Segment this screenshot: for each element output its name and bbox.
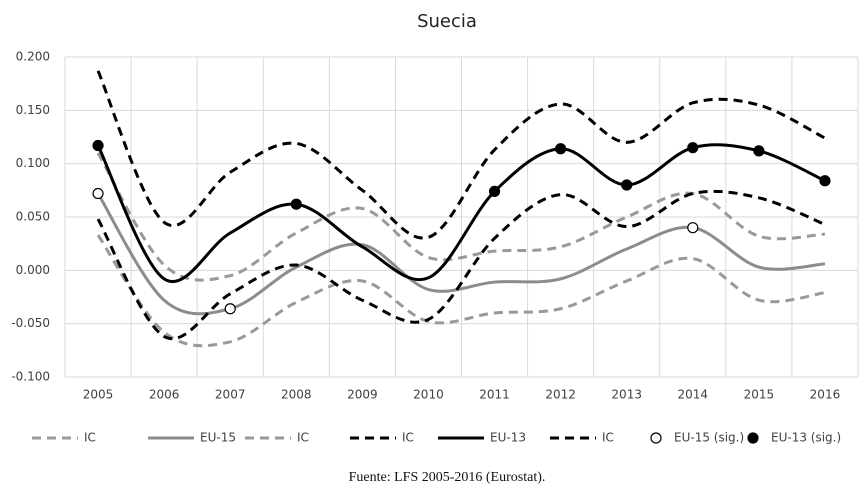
legend-label: EU-15 (sig.) bbox=[674, 431, 744, 445]
y-tick-label: 0.150 bbox=[16, 103, 50, 117]
legend-label: IC bbox=[297, 431, 309, 445]
series-line bbox=[96, 189, 826, 341]
x-tick-label: 2008 bbox=[281, 388, 312, 402]
series-line bbox=[96, 192, 826, 316]
series-line bbox=[96, 70, 826, 240]
x-tick-label: 2011 bbox=[479, 388, 510, 402]
sig-marker bbox=[621, 179, 633, 191]
y-tick-label: -0.100 bbox=[11, 370, 50, 384]
legend-label: EU-13 bbox=[490, 431, 526, 445]
sig-marker bbox=[687, 142, 699, 154]
legend-swatch bbox=[650, 432, 662, 444]
x-tick-label: 2012 bbox=[545, 388, 576, 402]
legend-label: IC bbox=[402, 431, 414, 445]
sig-marker bbox=[92, 139, 104, 152]
x-tick-label: 2016 bbox=[810, 388, 841, 402]
legend-label: IC bbox=[602, 431, 614, 445]
x-tick-label: 2007 bbox=[215, 388, 246, 402]
source-note: Fuente: LFS 2005-2016 (Eurostat). bbox=[349, 470, 546, 485]
chart-title: Suecia bbox=[417, 11, 477, 32]
legend-label: IC bbox=[84, 431, 96, 445]
y-tick-label: 0.200 bbox=[16, 50, 50, 64]
y-tick-label: 0.000 bbox=[16, 263, 50, 277]
legend-label: EU-15 bbox=[200, 431, 236, 445]
sig-marker bbox=[753, 145, 765, 157]
series-line bbox=[96, 234, 826, 348]
sig-marker bbox=[224, 303, 236, 315]
sig-marker bbox=[92, 187, 104, 200]
legend-swatch bbox=[747, 432, 759, 444]
x-tick-label: 2010 bbox=[413, 388, 444, 402]
y-tick-label: 0.100 bbox=[16, 156, 50, 170]
sig-marker bbox=[687, 222, 699, 234]
sig-marker bbox=[488, 185, 501, 197]
y-tick-label: 0.050 bbox=[16, 210, 50, 224]
sig-marker bbox=[555, 143, 567, 155]
x-tick-label: 2015 bbox=[744, 388, 775, 402]
x-tick-label: 2006 bbox=[149, 388, 180, 402]
legend-label: EU-13 (sig.) bbox=[771, 431, 841, 445]
x-tick-label: 2014 bbox=[678, 388, 709, 402]
x-tick-label: 2005 bbox=[83, 388, 114, 402]
x-tick-label: 2009 bbox=[347, 388, 378, 402]
sig-marker bbox=[819, 175, 831, 187]
sig-marker bbox=[290, 198, 302, 210]
y-tick-label: -0.050 bbox=[11, 316, 50, 330]
x-tick-label: 2013 bbox=[611, 388, 642, 402]
